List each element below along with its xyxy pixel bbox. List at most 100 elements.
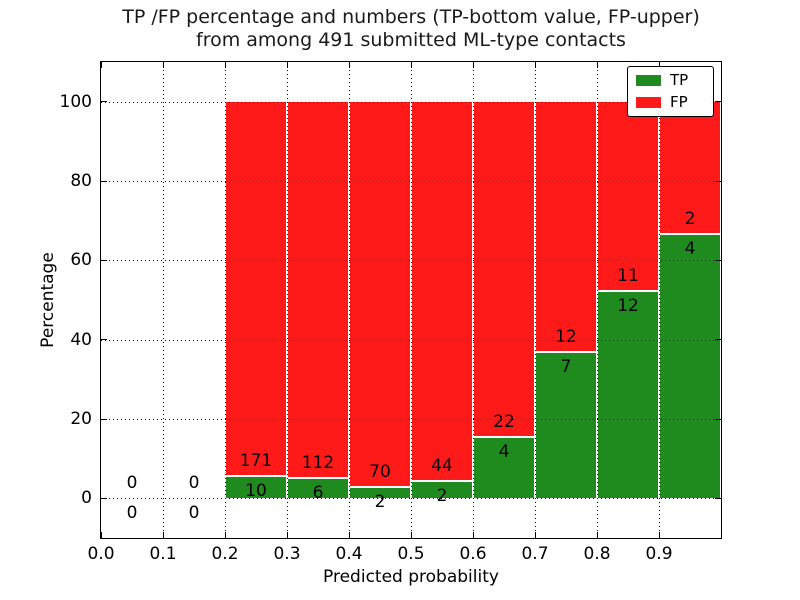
axis-tick xyxy=(410,532,412,538)
axis-tick xyxy=(162,62,164,68)
axis-tick xyxy=(534,62,536,68)
x-tick-label: 0.4 xyxy=(335,544,363,564)
v-gridline xyxy=(287,62,288,538)
plot-area: 0 0 0 0 171 10 112 6 70 2 44 2 22 4 12 7 11 12 2 4 TP FP xyxy=(100,61,722,539)
bar-segment-fp xyxy=(287,101,349,479)
bar-segment-fp xyxy=(473,101,535,438)
axis-tick xyxy=(715,259,721,261)
axis-tick xyxy=(286,62,288,68)
chart-title: TP /FP percentage and numbers (TP-bottom… xyxy=(100,6,722,52)
fp-count-label: 112 xyxy=(301,453,335,474)
x-tick-label: 0.0 xyxy=(87,544,115,564)
v-gridline xyxy=(163,62,164,538)
v-gridline xyxy=(535,62,536,538)
axis-tick xyxy=(101,101,107,103)
x-axis-label: Predicted probability xyxy=(323,567,499,587)
bar-segment-fp xyxy=(659,101,721,234)
axis-tick xyxy=(410,62,412,68)
x-tick-label: 0.2 xyxy=(211,544,239,564)
axis-tick xyxy=(224,532,226,538)
legend: TP FP xyxy=(627,66,714,117)
axis-tick xyxy=(286,532,288,538)
axis-tick xyxy=(101,339,107,341)
bar-segment-tp xyxy=(473,437,535,499)
bar-segment-fp xyxy=(225,101,287,477)
axis-tick xyxy=(596,532,598,538)
tp-count-label: 2 xyxy=(374,492,386,513)
fp-color-swatch xyxy=(636,97,661,108)
fp-count-label: 0 xyxy=(126,473,138,494)
fp-count-label: 44 xyxy=(431,456,453,477)
tp-count-label: 0 xyxy=(188,503,200,524)
v-gridline xyxy=(411,62,412,538)
chart-title-line1: TP /FP percentage and numbers (TP-bottom… xyxy=(122,6,700,28)
axis-tick xyxy=(658,532,660,538)
bar-segment-fp xyxy=(411,101,473,482)
y-tick-label: 40 xyxy=(70,329,92,350)
axis-tick xyxy=(596,62,598,68)
v-gridline xyxy=(473,62,474,538)
axis-tick xyxy=(348,62,350,68)
legend-item-fp: FP xyxy=(636,95,705,110)
axis-tick xyxy=(658,62,660,68)
axis-tick xyxy=(715,339,721,341)
axis-tick xyxy=(715,101,721,103)
axis-tick xyxy=(348,532,350,538)
v-gridline xyxy=(597,62,598,538)
axis-tick xyxy=(224,62,226,68)
axis-tick xyxy=(101,259,107,261)
y-tick-label: 100 xyxy=(59,91,92,112)
fp-count-label: 12 xyxy=(555,327,577,348)
fp-count-label: 70 xyxy=(369,462,391,483)
x-tick-label: 0.5 xyxy=(397,544,425,564)
bar-segment-fp xyxy=(349,101,411,488)
tp-count-label: 6 xyxy=(312,483,324,504)
v-gridline xyxy=(659,62,660,538)
fp-count-label: 11 xyxy=(617,266,639,287)
fp-count-label: 171 xyxy=(239,451,273,472)
tp-count-label: 4 xyxy=(684,238,696,259)
tp-count-label: 12 xyxy=(617,296,639,317)
tp-count-label: 0 xyxy=(126,503,138,524)
axis-tick xyxy=(100,532,102,538)
axis-tick xyxy=(715,418,721,420)
bar-segment-tp xyxy=(659,233,721,499)
v-gridline xyxy=(349,62,350,538)
legend-item-tp: TP xyxy=(636,73,705,88)
y-tick-label: 20 xyxy=(70,409,92,429)
axis-tick xyxy=(715,180,721,182)
axis-tick xyxy=(715,497,721,499)
x-tick-label: 0.1 xyxy=(149,544,177,564)
y-tick-label: 0 xyxy=(81,488,92,509)
fp-count-label: 22 xyxy=(493,412,515,433)
x-tick-label: 0.3 xyxy=(273,544,301,564)
y-tick-label: 60 xyxy=(70,250,92,271)
tp-count-label: 2 xyxy=(436,486,448,507)
axis-tick xyxy=(472,532,474,538)
tp-count-label: 10 xyxy=(245,481,267,502)
tp-count-label: 4 xyxy=(498,442,510,463)
tp-color-swatch xyxy=(636,75,661,86)
axis-tick xyxy=(100,62,102,68)
x-tick-label: 0.8 xyxy=(583,544,611,564)
legend-label-fp: FP xyxy=(670,93,688,111)
bar-segment-fp xyxy=(535,101,597,353)
axis-tick xyxy=(472,62,474,68)
axis-tick xyxy=(101,418,107,420)
fp-count-label: 2 xyxy=(684,208,696,229)
x-tick-label: 0.6 xyxy=(459,544,487,564)
axis-tick xyxy=(534,532,536,538)
x-tick-label: 0.7 xyxy=(521,544,549,564)
legend-label-tp: TP xyxy=(670,71,689,89)
fp-count-label: 0 xyxy=(188,473,200,494)
tp-count-label: 7 xyxy=(560,357,572,378)
v-gridline xyxy=(225,62,226,538)
axis-tick xyxy=(101,180,107,182)
axis-tick xyxy=(162,532,164,538)
x-tick-label: 0.9 xyxy=(645,544,673,564)
bar-segment-tp xyxy=(597,291,659,499)
bar-segment-fp xyxy=(597,101,659,292)
axis-tick xyxy=(101,497,107,499)
chart-title-line2: from among 491 submitted ML-type contact… xyxy=(196,29,626,51)
